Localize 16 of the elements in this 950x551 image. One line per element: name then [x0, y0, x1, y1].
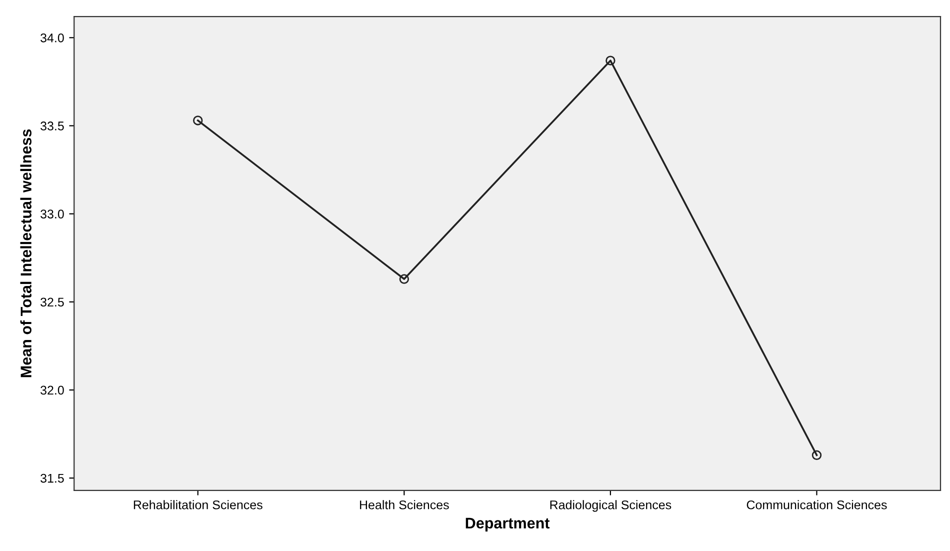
point — [193, 116, 203, 126]
x-axis-title: Department — [466, 518, 550, 532]
point — [399, 274, 410, 284]
y-tick-label: 33.5 — [40, 122, 64, 130]
point — [812, 450, 822, 460]
y-tick-label: 33.0 — [40, 210, 64, 218]
y-tick-label: 32.0 — [40, 386, 64, 395]
x-tick-label: Communication Sciences — [746, 500, 887, 510]
y-axis-title: Mean of Total Intellectual wellness — [20, 129, 32, 378]
y-tick-label: 32.5 — [40, 298, 64, 307]
y-tick-label: 31.5 — [40, 474, 64, 483]
point — [606, 56, 616, 66]
y-tick-label: 34.0 — [40, 33, 64, 42]
x-tick-label: Health Sciences — [360, 500, 449, 510]
x-tick-label: Radiological Sciences — [550, 500, 672, 512]
x-tick-label: Rehabilitation Sciences — [134, 500, 262, 510]
